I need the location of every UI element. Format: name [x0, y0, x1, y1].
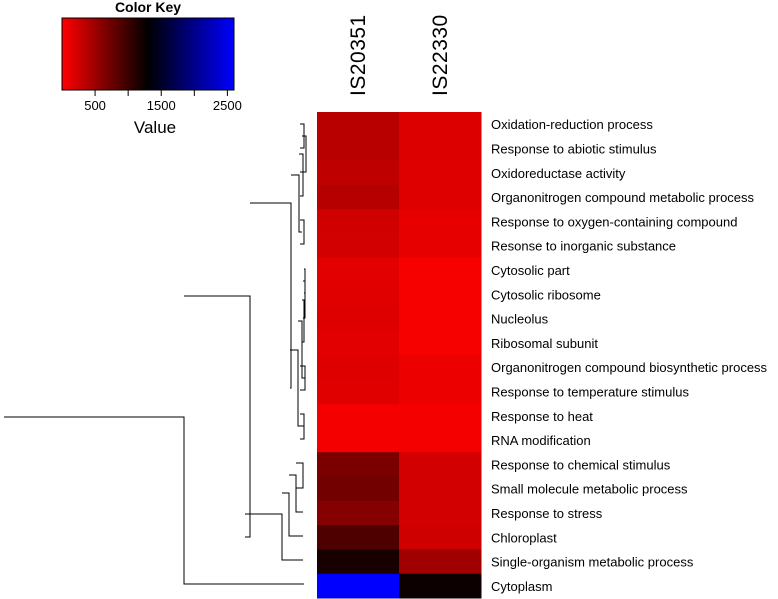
heatmap-cell	[399, 136, 482, 162]
heatmap-cell	[399, 112, 482, 137]
column-labels: IS20351 IS22330	[347, 14, 452, 96]
row-label: Nucleolus	[491, 312, 549, 327]
heatmap-cell	[399, 209, 482, 234]
dendrogram-branch	[298, 320, 305, 379]
heatmap-cell	[317, 476, 400, 502]
heatmap-cell	[317, 184, 400, 210]
row-label: Organonitrogen compound metabolic proces…	[491, 190, 755, 205]
heatmap-cell	[399, 525, 482, 550]
heatmap-cell	[317, 136, 400, 162]
dendrogram-branch	[184, 295, 251, 538]
row-label: Single-organism metabolic process	[491, 555, 694, 570]
dendrogram-branch	[250, 202, 292, 389]
dendrogram-branch	[302, 299, 305, 343]
row-label: Small molecule metabolic process	[491, 482, 688, 497]
heatmap-cell	[317, 403, 400, 429]
heatmap-cell	[399, 549, 482, 575]
color-key-tick-label: 2500	[213, 98, 242, 113]
heatmap-cell	[399, 355, 482, 380]
heatmap-cell	[399, 160, 482, 186]
row-label: Response to heat	[491, 409, 593, 424]
column-label: IS22330	[429, 14, 452, 96]
column-label: IS20351	[347, 14, 370, 96]
row-label: Oxidation-reduction process	[491, 117, 653, 132]
color-key: Color Key 500 1500 2500 Value	[61, 0, 242, 137]
heatmap-cell	[317, 549, 400, 575]
row-label: Ribosomal subunit	[491, 336, 598, 351]
dendrogram-branch	[300, 219, 305, 245]
heatmap-cell	[317, 209, 400, 234]
heatmap-cell	[317, 233, 400, 259]
heatmap-cell	[399, 306, 482, 332]
color-key-xlabel: Value	[134, 118, 176, 137]
heatmap-cell	[317, 257, 400, 283]
heatmap-cell	[399, 184, 482, 210]
heatmap-cell	[399, 403, 482, 429]
heatmap-cell	[399, 379, 482, 405]
heatmap-cell	[317, 573, 400, 599]
heatmap-cell	[317, 500, 400, 526]
row-label: Cytosolic part	[491, 263, 570, 278]
heatmap-cell	[399, 257, 482, 283]
row-label: Oxidoreductase activity	[491, 166, 626, 181]
row-label: Response to temperature stimulus	[491, 384, 689, 399]
color-key-bar	[61, 17, 235, 91]
heatmap-cell	[399, 500, 482, 526]
heatmap-cell	[317, 379, 400, 405]
color-key-title: Color Key	[115, 0, 181, 15]
dendrogram-branch	[296, 462, 304, 489]
heatmap-cells	[317, 112, 482, 599]
row-label: Organonitrogen compound biosynthetic pro…	[491, 360, 768, 375]
heatmap-cell	[317, 160, 400, 186]
heatmap-cell	[399, 282, 482, 307]
row-labels: Oxidation-reduction process Response to a…	[491, 117, 768, 594]
heatmap-cell	[317, 282, 400, 307]
dendrogram-branch	[299, 153, 304, 197]
row-label: Response to oxygen-containing compound	[491, 214, 737, 229]
heatmap-cell	[399, 452, 482, 477]
heatmap-cell	[317, 306, 400, 332]
dendrogram-branch	[245, 513, 303, 561]
row-label: Chloroplast	[491, 530, 557, 545]
heatmap-cell	[317, 355, 400, 380]
color-key-tick-label: 1500	[147, 98, 176, 113]
dendrogram-branch	[290, 349, 304, 427]
heatmap-cell	[317, 452, 400, 477]
row-label: Response to chemical stimulus	[491, 457, 671, 472]
heatmap-cell	[317, 112, 400, 137]
row-label: Cytosolic ribosome	[491, 287, 601, 302]
heatmap-cell	[317, 525, 400, 550]
heatmap-cell	[399, 476, 482, 502]
row-label: RNA modification	[491, 433, 591, 448]
row-label: Cytoplasm	[491, 579, 552, 594]
heatmap-cell	[399, 427, 482, 453]
heatmap-cell	[317, 427, 400, 453]
heatmap-cell	[317, 330, 400, 356]
row-dendrogram	[4, 123, 307, 585]
heatmap-cell	[399, 233, 482, 259]
row-label: Response to abiotic stimulus	[491, 141, 657, 156]
row-label: Resonse to inorganic substance	[491, 239, 676, 254]
heatmap-cell	[399, 573, 482, 599]
color-key-tick-label: 500	[84, 98, 106, 113]
dendrogram-branch	[289, 474, 303, 513]
dendrogram-branch	[4, 416, 304, 585]
color-key-axis: 500 1500 2500	[84, 90, 242, 113]
dendrogram-branch	[291, 174, 302, 233]
row-label: Response to stress	[491, 506, 603, 521]
heatmap-cell	[399, 330, 482, 356]
dendrogram-branch	[282, 492, 303, 537]
